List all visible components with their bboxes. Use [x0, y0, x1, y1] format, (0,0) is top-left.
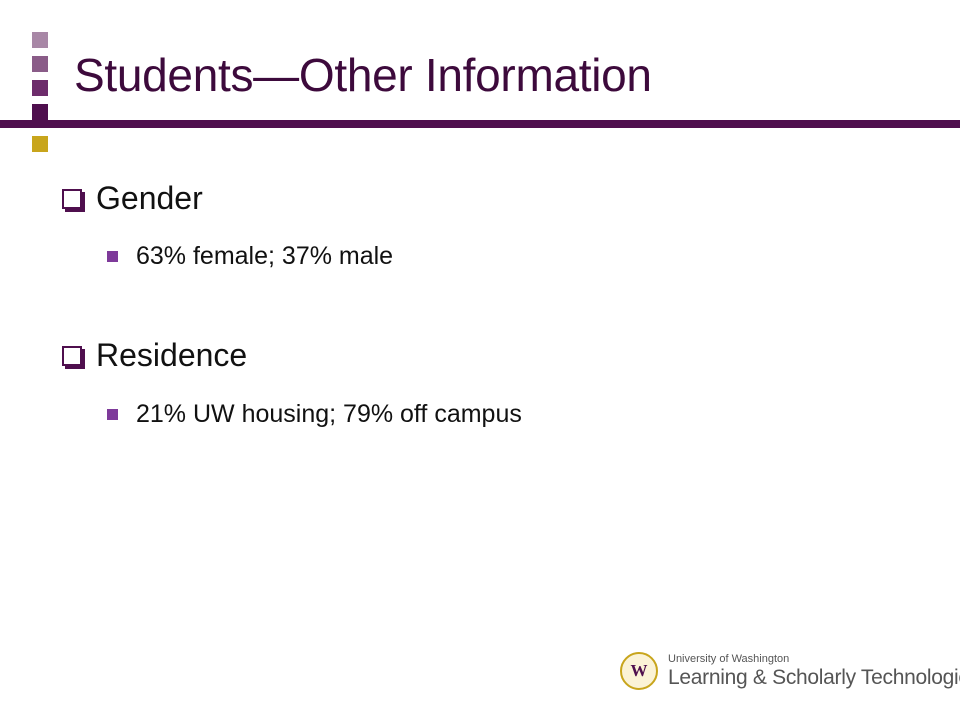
logo-text: University of Washington Learning & Scho… [668, 653, 960, 690]
sub-bullet-residence: 21% UW housing; 79% off campus [107, 400, 522, 429]
decor-square-gold [32, 136, 48, 152]
decor-square [32, 32, 48, 48]
bullet-label: Gender [96, 180, 203, 216]
bullet-label: Residence [96, 337, 248, 373]
square-bullet-icon [107, 251, 118, 262]
uw-lst-logo: W University of Washington Learning & Sc… [620, 652, 960, 690]
logo-university-text: University of Washington [668, 652, 790, 665]
bullet-gender: Gender [62, 180, 203, 217]
logo-department-text: Learning & Scholarly Technologies [668, 665, 960, 689]
decor-square [32, 104, 48, 120]
seal-letter: W [630, 661, 648, 680]
bullet-residence: Residence [62, 337, 247, 374]
sub-bullet-text: 21% UW housing; 79% off campus [136, 400, 522, 428]
square-checkbox-bullet-icon [62, 188, 82, 209]
title-rule [0, 120, 960, 128]
square-checkbox-bullet-icon [62, 345, 82, 366]
sub-bullet-gender: 63% female; 37% male [107, 242, 393, 271]
sub-bullet-text: 63% female; 37% male [136, 242, 394, 270]
decor-square [32, 56, 48, 72]
uw-seal-icon: W [620, 652, 658, 690]
square-bullet-icon [107, 409, 118, 420]
decor-square [32, 80, 48, 96]
slide-title: Students—Other Information [74, 49, 652, 101]
